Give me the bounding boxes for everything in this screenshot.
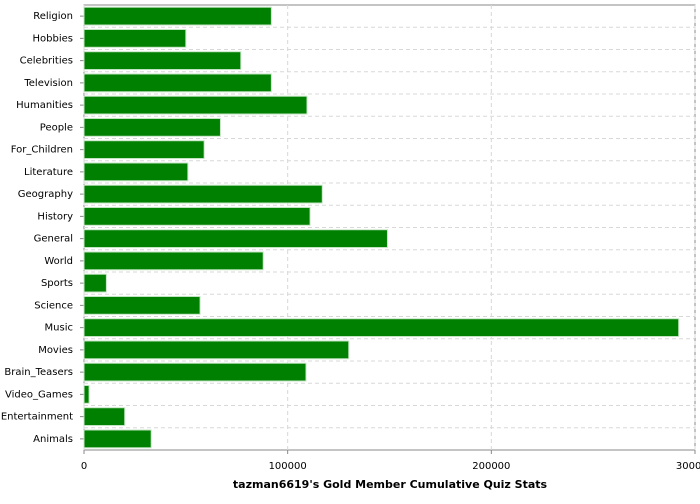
bar <box>83 28 187 48</box>
x-tick-label: 300000 <box>676 461 700 472</box>
bar <box>83 140 205 160</box>
bar <box>83 51 242 71</box>
bar <box>83 95 308 115</box>
y-tick-label: For_Children <box>11 145 73 156</box>
y-tick-label: Brain_Teasers <box>4 367 73 378</box>
bar <box>83 117 221 137</box>
bar <box>83 251 264 271</box>
x-tick-label: 0 <box>81 461 87 472</box>
bar <box>83 318 680 338</box>
y-tick-label: Entertainment <box>1 412 73 423</box>
y-tick-label: Geography <box>18 189 73 200</box>
bar <box>83 6 272 26</box>
y-tick-label: History <box>37 211 73 222</box>
y-tick-label: Celebrities <box>20 56 73 67</box>
bar <box>83 162 189 182</box>
bar <box>83 384 90 404</box>
y-tick-label: World <box>44 256 73 267</box>
y-tick-label: Humanities <box>16 100 73 111</box>
bar <box>83 295 201 315</box>
bar <box>83 362 307 382</box>
bar <box>83 206 311 226</box>
y-tick-label: People <box>40 122 73 133</box>
bar <box>83 73 272 93</box>
x-tick-label: 100000 <box>269 461 307 472</box>
y-tick-label: Television <box>23 78 73 89</box>
bar <box>83 429 152 449</box>
x-axis-title: tazman6619's Gold Member Cumulative Quiz… <box>233 478 548 491</box>
y-tick-label: Hobbies <box>33 33 73 44</box>
bar <box>83 229 388 249</box>
y-tick-label: Science <box>34 300 73 311</box>
y-tick-label: Sports <box>41 278 73 289</box>
y-tick-label: Religion <box>33 11 73 22</box>
bar <box>83 340 350 360</box>
bar <box>83 407 126 427</box>
y-tick-label: Video_Games <box>5 389 73 400</box>
y-tick-label: Animals <box>33 434 73 445</box>
y-tick-label: Movies <box>38 345 73 356</box>
x-tick-label: 200000 <box>472 461 510 472</box>
y-tick-label: General <box>34 234 73 245</box>
bar <box>83 273 107 293</box>
y-tick-label: Literature <box>24 167 73 178</box>
bar <box>83 184 323 204</box>
y-tick-label: Music <box>45 323 73 334</box>
